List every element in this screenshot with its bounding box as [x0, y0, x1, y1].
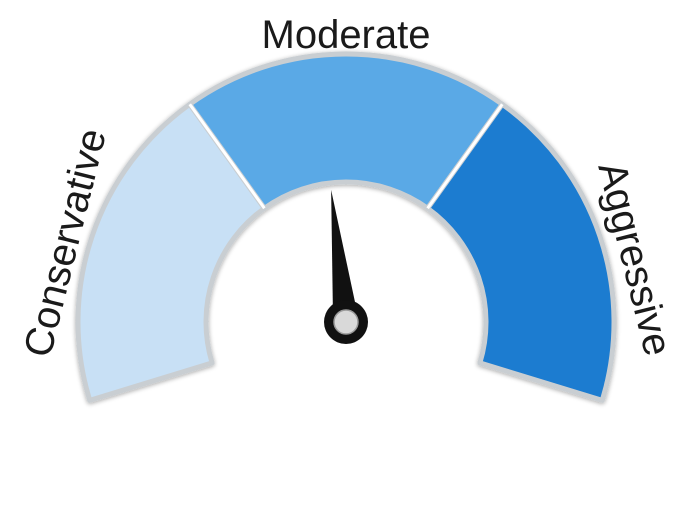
- gauge-segments: [75, 51, 617, 403]
- segment-divider: [426, 103, 504, 210]
- segment-aggressive: [425, 101, 617, 403]
- needle-hub-center: [333, 309, 359, 335]
- gauge-dividers: [188, 103, 504, 210]
- needle-pointer: [331, 189, 359, 324]
- gauge-needle: [324, 189, 368, 344]
- segment-conservative: [75, 101, 267, 403]
- segment-moderate: [187, 51, 505, 211]
- label-moderate: Moderate: [262, 13, 431, 57]
- segment-divider: [188, 103, 266, 210]
